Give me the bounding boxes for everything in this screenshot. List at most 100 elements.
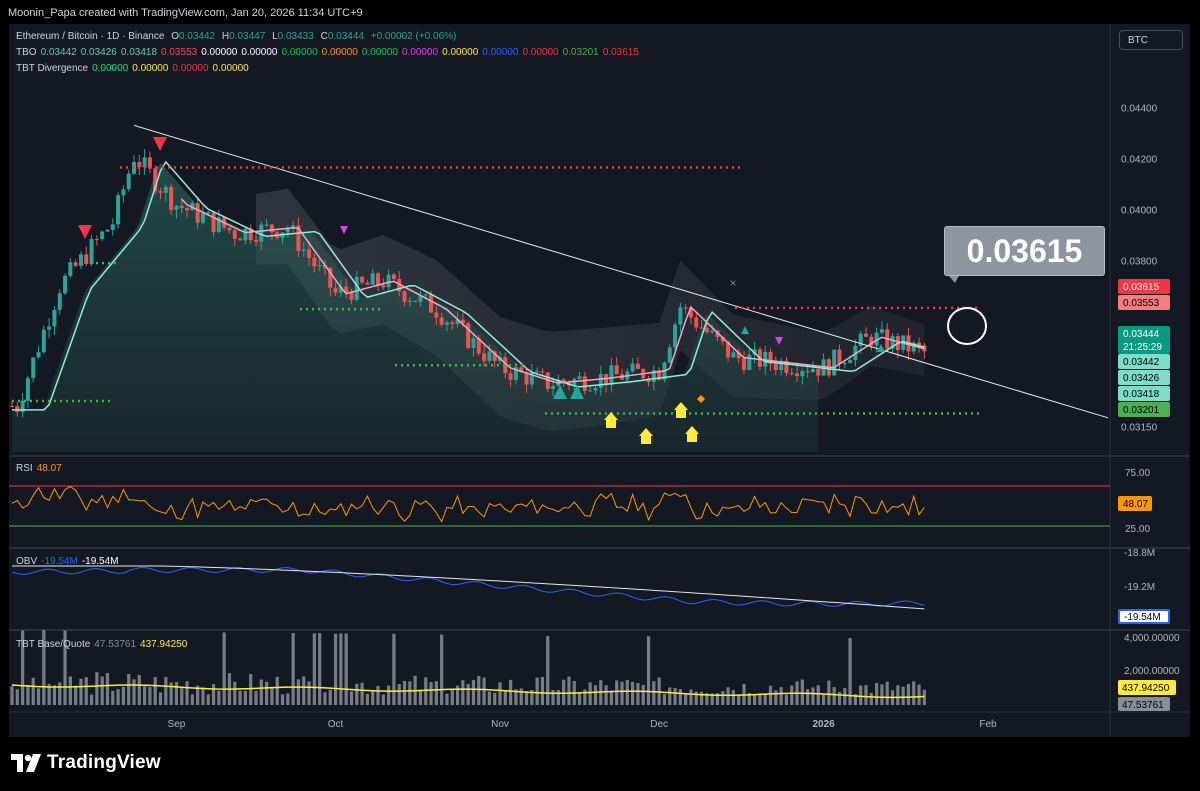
volume-bar	[137, 675, 141, 705]
candle-body	[418, 295, 423, 302]
volume-bar	[180, 688, 184, 705]
candle-body	[678, 307, 683, 325]
legend-tbo-label: TBO	[16, 47, 37, 58]
volume-bar	[280, 694, 285, 705]
price-label-text: 0.03444	[1123, 329, 1160, 340]
legend-tbo-value: 0.00000	[201, 47, 238, 58]
volume-bar	[551, 689, 555, 705]
candle-body	[858, 333, 863, 346]
candle-body	[694, 317, 699, 328]
volume-bar	[503, 690, 507, 705]
candle-body	[651, 370, 656, 382]
candle-body	[227, 227, 232, 231]
volume-bar	[381, 694, 385, 705]
legend-tbo-value: 0.00000	[361, 47, 398, 58]
candle-body	[795, 373, 800, 377]
legend-volume: TBT Base/Quote 47.53761 437.94250	[16, 639, 191, 650]
volume-bar	[737, 694, 741, 705]
candle-body	[195, 203, 200, 223]
chart-canvas[interactable]: ×× 0.044000.042000.040000.038000.036500.…	[0, 0, 1200, 737]
volume-bar	[249, 674, 253, 705]
time-tick-label: Feb	[979, 719, 997, 730]
candle-body	[577, 376, 582, 379]
volume-bar	[148, 687, 152, 705]
time-tick-label: Nov	[491, 719, 509, 730]
volume-bar	[519, 688, 523, 705]
volume-bar	[816, 685, 820, 705]
buy-triangle-icon	[741, 326, 749, 334]
obv-ma-line	[12, 565, 925, 610]
volume-bar	[562, 679, 566, 705]
candle-body	[317, 265, 322, 267]
candle-body	[688, 307, 693, 318]
legend-tbo-value: 0.03426	[80, 47, 117, 58]
candle-body	[57, 293, 62, 310]
volume-bar	[132, 679, 136, 705]
candle-body	[503, 357, 508, 374]
volume-bar	[689, 689, 693, 705]
candle-body	[715, 330, 720, 338]
legend-o-label: O	[171, 31, 179, 42]
volume-bar	[530, 689, 534, 705]
price-label-box	[1118, 295, 1170, 310]
buy-triangle-icon	[570, 385, 584, 399]
volume-bar	[477, 675, 481, 705]
volume-bar	[286, 693, 290, 705]
candle-body	[593, 387, 598, 391]
obv-label-text: -19.54M	[1124, 612, 1161, 623]
price-label-text: 0.03553	[1123, 298, 1160, 309]
symbol-badge[interactable]: BTC	[1119, 30, 1183, 50]
ma-fast-line	[181, 198, 925, 384]
price-label-box	[1118, 326, 1170, 341]
volume-bar	[79, 678, 83, 705]
candle-body	[911, 342, 916, 352]
candle-body	[731, 352, 736, 358]
candle-body	[31, 357, 36, 379]
volume-bar	[763, 694, 767, 705]
volume-bar	[678, 689, 682, 705]
volume-bar	[567, 676, 571, 705]
volume-bar	[254, 690, 258, 705]
volume-tick-label: 2,000.00000	[1124, 666, 1180, 677]
candle-body	[673, 324, 678, 348]
candle-body	[471, 338, 476, 348]
volume-bar	[153, 677, 157, 705]
candle-body	[25, 378, 30, 401]
volume-bar	[190, 694, 194, 705]
candle-body	[800, 371, 805, 377]
volume-bar	[753, 694, 757, 705]
candle-body	[742, 358, 746, 370]
rsi-label-box	[1118, 496, 1152, 511]
candle-body	[153, 168, 158, 192]
tradingview-logo[interactable]: TradingView	[11, 752, 161, 774]
candle-body	[848, 360, 853, 363]
volume-bar	[652, 681, 656, 705]
volume-bar	[837, 691, 842, 705]
candle-body	[407, 300, 412, 302]
volume-bar	[869, 692, 873, 705]
volume-bar	[800, 679, 804, 705]
candle-body	[683, 307, 688, 309]
candle-body	[773, 363, 778, 370]
volume-bar	[864, 685, 868, 705]
volume-bar	[779, 687, 783, 705]
header-text: Moonin_Papa created with TradingView.com…	[8, 7, 363, 19]
volume-bar	[376, 685, 380, 705]
candle-body	[837, 349, 842, 364]
volume-bar	[593, 685, 598, 705]
time-tick-label: 2026	[812, 719, 835, 730]
candle-body	[206, 212, 211, 214]
candle-body	[779, 360, 784, 370]
candle-body	[588, 390, 593, 392]
legend-rsi-label: RSI	[16, 463, 33, 474]
volume-bar	[440, 634, 444, 705]
time-tick-label: Oct	[328, 719, 344, 730]
volume-bar	[901, 686, 905, 705]
volume-bar	[694, 691, 698, 705]
price-tick-label: 0.03150	[1121, 422, 1158, 433]
highlight-circle	[947, 307, 987, 345]
chart-header: Moonin_Papa created with TradingView.com…	[0, 0, 1200, 24]
legend-divergence-value: 0.00000	[172, 63, 209, 74]
volume-bar	[705, 693, 709, 705]
candle-body	[524, 372, 529, 385]
